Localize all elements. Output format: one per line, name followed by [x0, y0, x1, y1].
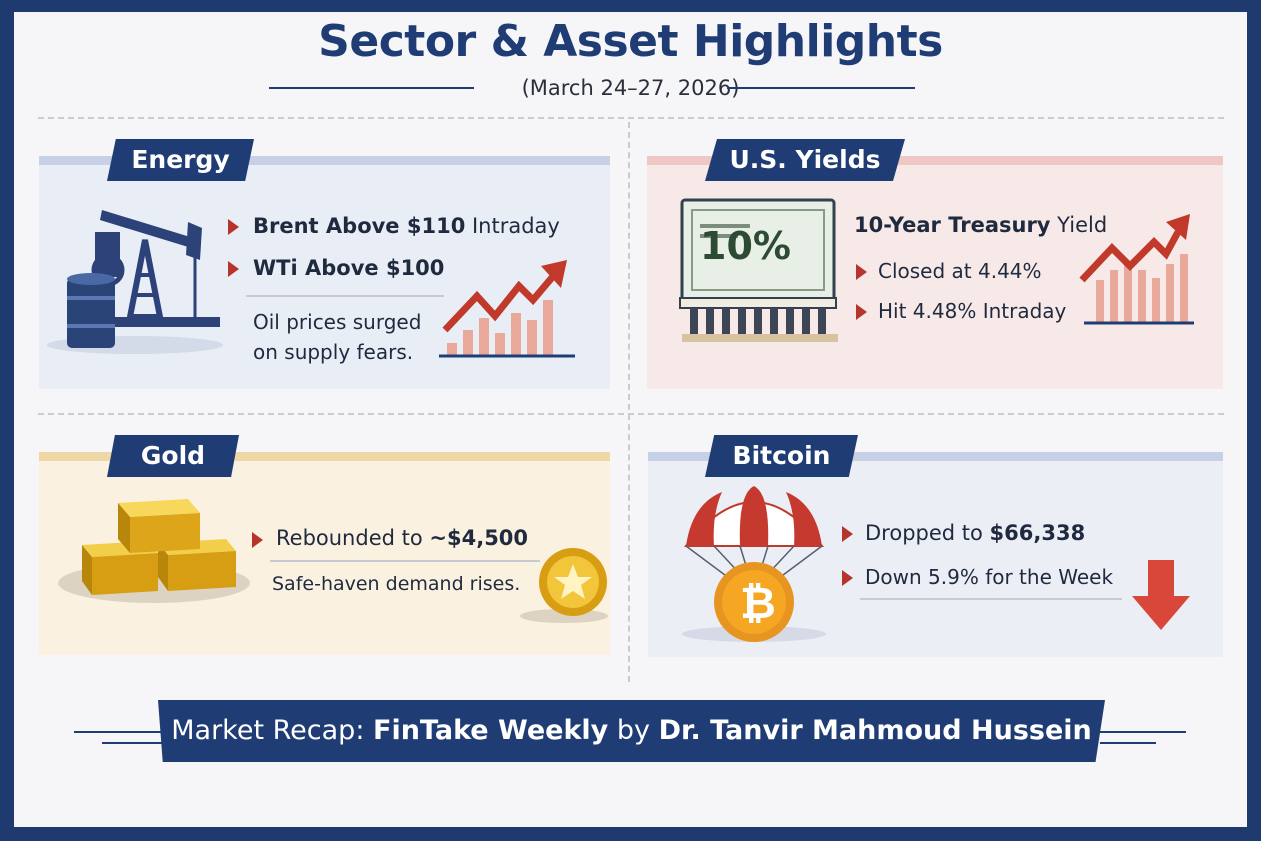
- banner-rule-right-2: [1100, 742, 1156, 744]
- yields-tag: U.S. Yields: [705, 139, 905, 181]
- divider-top: [38, 117, 1224, 119]
- bitcoin-price-rest: Dropped to: [865, 521, 990, 545]
- bitcoin-parachute-icon: [682, 486, 826, 642]
- bullet-arrow-icon: [252, 532, 263, 548]
- bitcoin-rule: [860, 598, 1122, 600]
- bullet-arrow-icon: [842, 526, 853, 542]
- bullet-arrow-icon: [856, 264, 867, 280]
- bitcoin-symbol-icon: ₿: [740, 578, 776, 629]
- energy-stripe: [39, 156, 610, 165]
- gold-bars-icon: [58, 499, 250, 603]
- yield-close-line: Closed at 4.44%: [878, 259, 1042, 283]
- gold-coin-star-icon: [520, 548, 608, 623]
- yield-intraday-line: Hit 4.48% Intraday: [878, 299, 1067, 323]
- date-range-subtitle: (March 24–27, 2026): [521, 76, 740, 100]
- treasury-bond-certificate-icon: [679, 198, 838, 342]
- energy-note-line2: on supply fears.: [253, 340, 414, 364]
- banner-rule-left: [74, 731, 162, 733]
- oil-pumpjack-icon: [47, 210, 223, 354]
- gold-note: Safe-haven demand rises.: [272, 573, 521, 595]
- brent-price-bold: Brent Above $110: [253, 214, 466, 238]
- trend-up-chart-icon: [439, 260, 575, 358]
- divider-middle: [38, 413, 1224, 415]
- trend-up-chart-icon: [1079, 214, 1194, 325]
- treasury-heading-bold: 10-Year Treasury: [854, 213, 1051, 237]
- energy-note-line1: Oil prices surged: [253, 310, 422, 334]
- brent-price-rest: Intraday: [465, 214, 560, 238]
- banner-rule-right: [1100, 731, 1186, 733]
- footer-by: by: [608, 715, 659, 746]
- bullet-arrow-icon: [856, 304, 867, 320]
- gold-tag: Gold: [107, 435, 239, 477]
- down-arrow-icon: [1132, 560, 1190, 630]
- bond-label: 10%: [700, 224, 791, 268]
- treasury-heading-rest: Yield: [1050, 213, 1108, 237]
- subtitle-rule-left: [269, 87, 474, 89]
- bullet-arrow-icon: [228, 219, 239, 235]
- gold-price-bold: ~$4,500: [429, 526, 529, 550]
- footer-author: Dr. Tanvir Mahmoud Hussein: [658, 715, 1092, 746]
- gold-price-rest: Rebounded to: [276, 526, 430, 550]
- footer-brand: FinTake Weekly: [373, 715, 609, 746]
- energy-rule: [246, 295, 444, 297]
- bitcoin-price-bold: $66,338: [989, 521, 1086, 545]
- bitcoin-weekly-line: Down 5.9% for the Week: [865, 565, 1114, 589]
- yields-stripe: [647, 156, 1223, 165]
- bullet-arrow-icon: [842, 570, 853, 586]
- footer-prefix: Market Recap:: [171, 715, 373, 746]
- wti-price-line: WTi Above $100: [253, 256, 444, 280]
- energy-tag: Energy: [107, 139, 254, 181]
- subtitle-rule-right: [727, 87, 915, 89]
- bitcoin-price-line: Dropped to $66,338: [865, 521, 1085, 545]
- brent-price-line: Brent Above $110 Intraday: [253, 214, 560, 238]
- gold-rule: [270, 560, 540, 562]
- page-title: Sector & Asset Highlights: [318, 16, 943, 67]
- oil-barrel-icon: [67, 273, 115, 348]
- wti-price-bold: WTi Above $100: [253, 256, 445, 280]
- gold-stripe: [39, 452, 610, 461]
- banner-rule-left-2: [102, 742, 162, 744]
- bullet-arrow-icon: [228, 261, 239, 277]
- bitcoin-stripe: [648, 452, 1223, 461]
- treasury-heading: 10-Year Treasury Yield: [854, 213, 1107, 237]
- gold-price-line: Rebounded to ~$4,500: [276, 526, 528, 550]
- bitcoin-tag: Bitcoin: [705, 435, 858, 477]
- divider-vertical: [628, 122, 630, 682]
- footer-banner: Market Recap: FinTake Weekly by Dr. Tanv…: [158, 700, 1105, 762]
